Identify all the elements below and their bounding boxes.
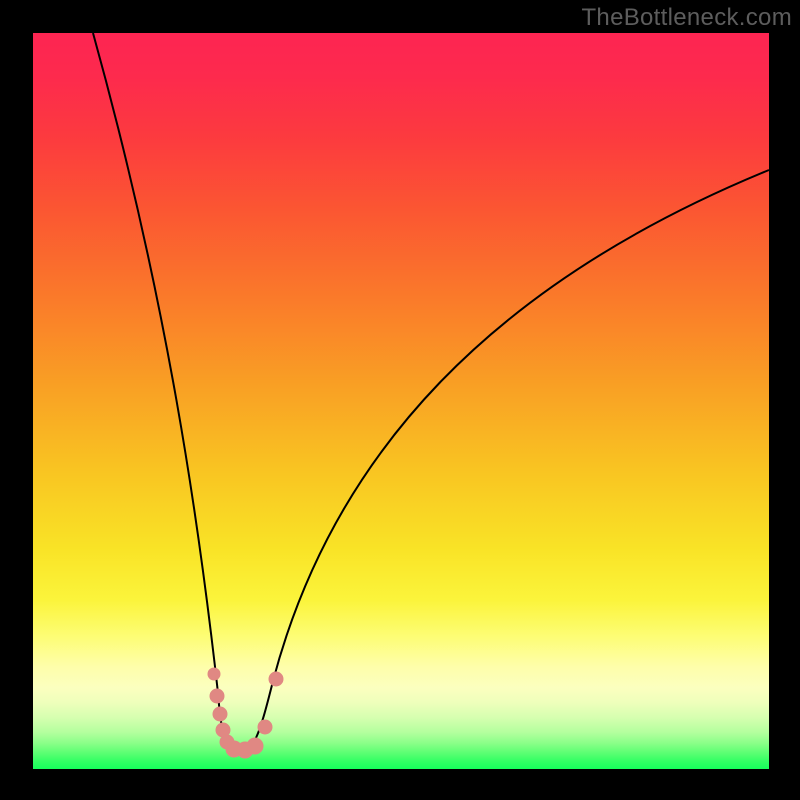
data-marker [213, 707, 227, 721]
chart-svg [0, 0, 800, 800]
watermark-text: TheBottleneck.com [581, 4, 792, 32]
bottleneck-chart: TheBottleneck.com [0, 0, 800, 800]
gradient-background [33, 33, 769, 769]
data-marker [258, 720, 272, 734]
data-marker [208, 668, 220, 680]
data-marker [210, 689, 224, 703]
data-marker [269, 672, 283, 686]
data-marker [247, 738, 263, 754]
